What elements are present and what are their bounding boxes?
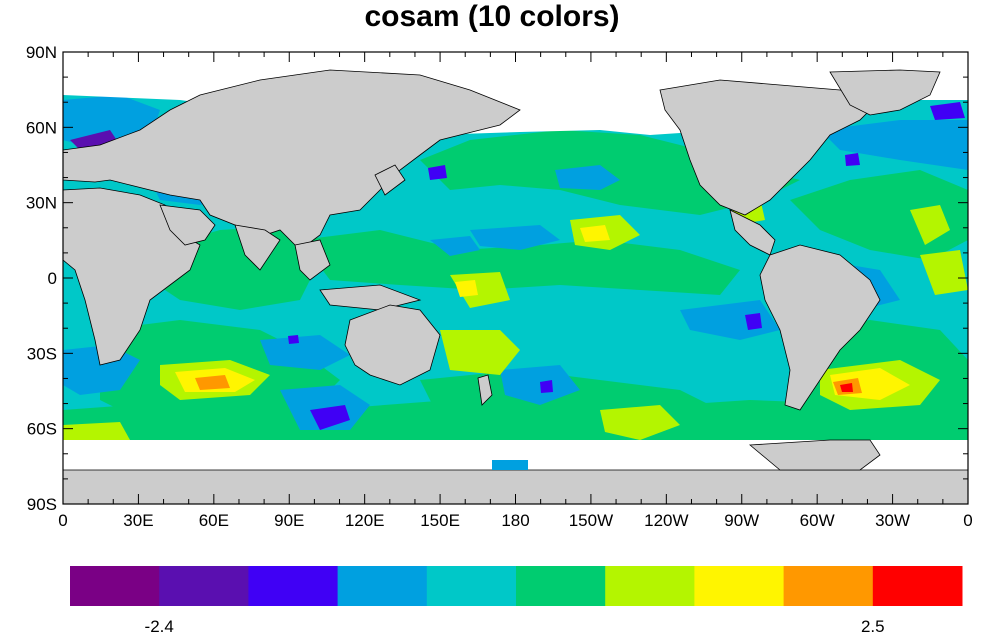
colorbar-label: 2.5: [861, 617, 885, 634]
field-region-blue-2: [430, 236, 480, 256]
colorbar-swatch: [159, 566, 249, 606]
colorbar-label: -2.4: [145, 617, 174, 634]
lon-label: 0: [58, 511, 67, 530]
lat-label: 0: [48, 269, 57, 288]
colorbar-swatch: [516, 566, 606, 606]
field-region-orange-1: [195, 375, 230, 390]
latitude-labels: 90N 60N 30N 0 30S 60S 90S: [26, 43, 57, 514]
map-title: cosam (10 colors): [364, 0, 620, 33]
missing-antarctic-belt: [63, 440, 968, 470]
field-region-yellowgreen-4: [440, 330, 520, 375]
lon-label: 120W: [644, 511, 688, 530]
lon-label: 120E: [345, 511, 385, 530]
field-region-yellowgreen-8: [920, 250, 968, 295]
land-se-asia: [294, 239, 331, 281]
land-antarctic-peninsula: [748, 439, 881, 471]
lon-label: 60W: [800, 511, 835, 530]
longitude-labels: 0 30E 60E 90E 120E 150E 180 150W 120W 90W 60W 30W 0: [58, 511, 972, 530]
field-region-green-equator: [300, 230, 740, 295]
lat-label: 60S: [27, 420, 57, 439]
field-region-yellow-3: [580, 225, 610, 242]
lat-label: 60N: [26, 118, 57, 137]
colorbar-swatch: [70, 566, 160, 606]
field-region-deepblue-4: [288, 335, 299, 344]
lon-label: 90E: [274, 511, 304, 530]
lat-label: 90N: [26, 43, 57, 62]
field-region-deepblue-3: [540, 380, 553, 393]
field-region-yellowgreen-7: [910, 205, 950, 245]
field-region-blue-1: [555, 165, 620, 190]
field-region-blue-antarctic-patch: [492, 460, 528, 470]
field-region-deepblue-5: [428, 165, 447, 180]
lat-label: 30S: [27, 344, 57, 363]
field-region-yellow-4: [455, 280, 478, 297]
colorbar-swatch: [337, 566, 428, 606]
land-north-america: [659, 79, 881, 216]
land-australia: [344, 304, 441, 386]
lon-label: 90W: [724, 511, 759, 530]
field-region-green-southern-belt: [63, 400, 968, 440]
lon-label: 30W: [875, 511, 910, 530]
colorbar-swatch: [872, 566, 963, 606]
land-africa: [63, 187, 201, 366]
lon-label: 60E: [199, 511, 229, 530]
land-nz: [477, 374, 493, 406]
ocean-field: [63, 95, 968, 445]
land-arabia: [159, 204, 216, 246]
land-japan: [374, 164, 406, 196]
field-region-deepblue-7: [930, 102, 965, 120]
land-greenland: [829, 69, 941, 116]
axis-ticks: [62, 51, 969, 505]
colorbar: [70, 566, 963, 606]
land-south-america: [759, 244, 881, 411]
lon-label: 180: [501, 511, 529, 530]
field-region-blue-6: [680, 300, 780, 340]
map-panel: [63, 52, 968, 504]
land-india: [234, 224, 281, 271]
field-region-deepblue-1: [310, 405, 350, 430]
field-region-deepblue-6: [845, 153, 860, 166]
lat-label: 90S: [27, 495, 57, 514]
field-region-blue-11: [820, 120, 968, 170]
colorbar-swatch: [694, 566, 785, 606]
colorbar-labels: -2.4 2.5: [145, 617, 885, 634]
lon-label: 150E: [420, 511, 460, 530]
lat-label: 30N: [26, 194, 57, 213]
lon-label: 0: [963, 511, 972, 530]
field-region-red-1: [840, 383, 853, 392]
colorbar-swatch: [605, 566, 695, 606]
field-region-yellowgreen-6: [600, 405, 680, 440]
field-region-blue-3: [470, 225, 560, 250]
lon-label: 30E: [123, 511, 153, 530]
land-eurasia: [63, 69, 521, 251]
colorbar-swatch: [426, 566, 517, 606]
field-region-blue-7: [500, 365, 580, 405]
field-region-yellowgreen-9: [63, 422, 130, 445]
field-region-deepblue-2: [745, 313, 762, 330]
lon-label: 150W: [569, 511, 613, 530]
colorbar-swatch: [248, 566, 339, 606]
land-indonesia: [319, 284, 422, 311]
field-region-blue-5: [260, 335, 350, 370]
colorbar-swatch: [783, 566, 874, 606]
